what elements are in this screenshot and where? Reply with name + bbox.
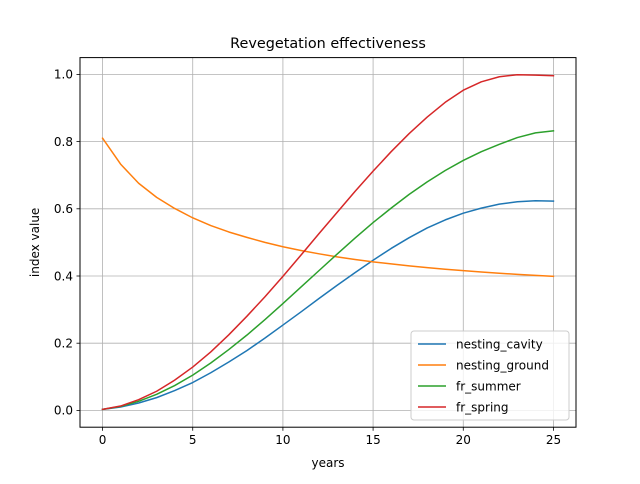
chart-title: Revegetation effectiveness [230, 36, 426, 52]
x-tick-label: 0 [99, 433, 107, 447]
series-line-nesting-cavity [101, 199, 555, 411]
y-tick-label: 1.0 [54, 68, 73, 82]
y-axis-label: index value [28, 208, 42, 277]
legend-label-nesting-cavity: nesting_cavity [456, 337, 543, 351]
x-tick-label: 5 [189, 433, 197, 447]
x-axis-label: years [311, 456, 344, 470]
legend-label-fr-summer: fr_summer [456, 379, 521, 393]
plot-frame [79, 57, 577, 428]
legend-label-fr-spring: fr_spring [456, 400, 509, 414]
x-tick-label: 25 [546, 433, 561, 447]
x-tick-label: 10 [275, 433, 290, 447]
y-tick-label: 0.8 [54, 135, 73, 149]
y-tick-label: 0.6 [54, 202, 73, 216]
grid-lines [80, 57, 576, 428]
legend: nesting_cavity nesting_ground fr_summer fr_… [410, 330, 570, 421]
y-tick-label: 0.4 [54, 269, 73, 283]
x-tick-label: 20 [456, 433, 471, 447]
legend-label-nesting-ground: nesting_ground [456, 358, 549, 372]
y-axis-ticks: 0.0 0.2 0.4 0.6 0.8 1.0 [54, 68, 80, 418]
y-tick-label: 0.2 [54, 337, 73, 351]
series-lines [101, 73, 555, 411]
series-line-nesting-ground [101, 137, 555, 278]
legend-box [410, 330, 570, 421]
x-tick-label: 15 [365, 433, 380, 447]
series-line-fr-summer [101, 130, 555, 411]
y-tick-label: 0.0 [54, 404, 73, 418]
x-axis-ticks: 0 5 10 15 20 25 [99, 427, 561, 447]
series-line-fr-spring [101, 73, 555, 411]
